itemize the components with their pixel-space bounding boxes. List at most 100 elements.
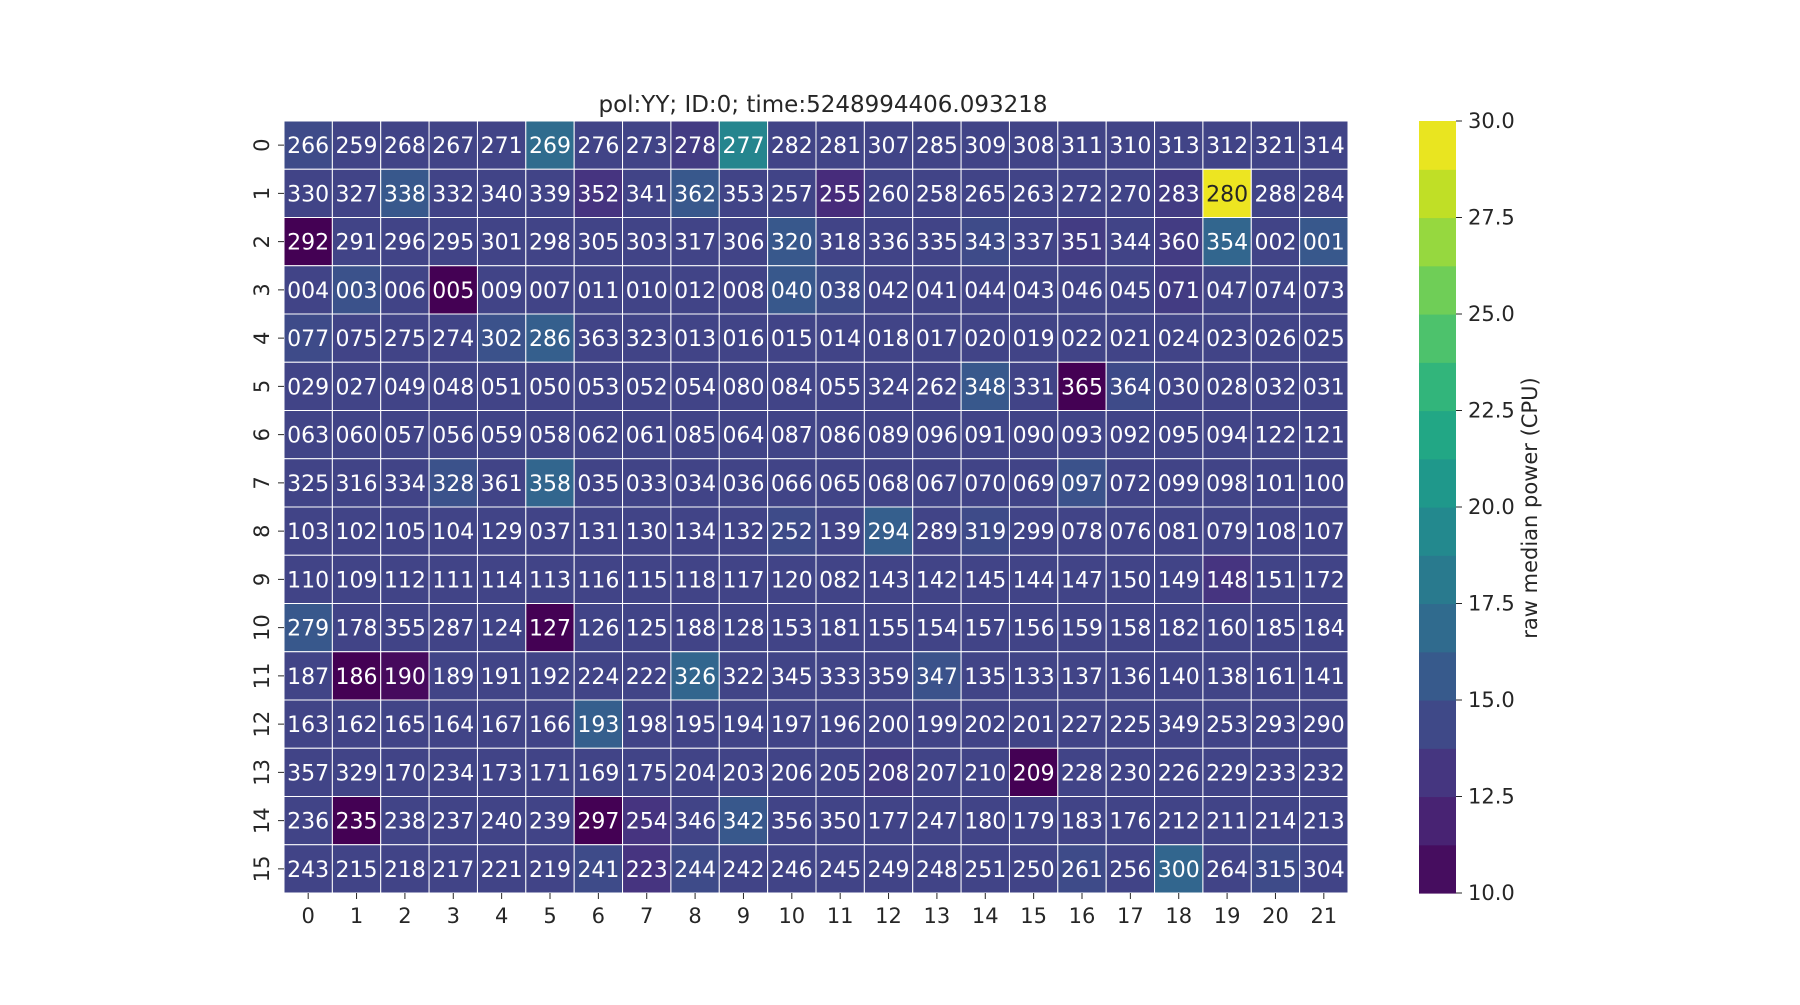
cell-label-r9-c10: 120 bbox=[771, 568, 813, 593]
cell-label-r9-c3: 111 bbox=[432, 568, 474, 593]
cell-label-r4-c21: 025 bbox=[1303, 327, 1345, 352]
heatmap-cell-r6-c16 bbox=[1057, 410, 1107, 460]
heatmap-cell-r2-c3 bbox=[428, 217, 478, 267]
cell-label-r3-c11: 038 bbox=[819, 279, 861, 304]
cell-label-r8-c14: 319 bbox=[964, 520, 1006, 545]
colorbar-tick-label-7: 27.5 bbox=[1468, 206, 1515, 230]
heatmap-cell-r14-c21 bbox=[1299, 796, 1349, 846]
cell-label-r4-c7: 323 bbox=[626, 327, 668, 352]
heatmap-cell-r0-c1 bbox=[331, 120, 382, 170]
cell-label-r1-c5: 339 bbox=[529, 182, 571, 207]
cell-label-r15-c13: 248 bbox=[916, 858, 958, 883]
cell-label-r11-c15: 133 bbox=[1013, 665, 1055, 690]
colorbar-tick-label-8: 30.0 bbox=[1468, 109, 1515, 133]
cell-label-r9-c11: 082 bbox=[819, 568, 861, 593]
cell-label-r14-c21: 213 bbox=[1303, 810, 1345, 835]
cell-label-r8-c17: 076 bbox=[1109, 520, 1151, 545]
cell-label-r0-c10: 282 bbox=[771, 134, 813, 159]
colorbar-segment-5 bbox=[1419, 603, 1456, 653]
heatmap-cell-r11-c16 bbox=[1057, 651, 1107, 701]
heatmap-cell-r5-c10 bbox=[767, 361, 817, 411]
heatmap-cell-r7-c11 bbox=[815, 458, 865, 508]
colorbar-segment-0 bbox=[1419, 844, 1456, 894]
cell-label-r10-c11: 181 bbox=[819, 617, 861, 642]
heatmap-cell-r14-c19 bbox=[1202, 796, 1252, 846]
heatmap-cell-r14-c6 bbox=[573, 796, 624, 846]
cell-label-r10-c17: 158 bbox=[1109, 617, 1151, 642]
cell-label-r4-c11: 014 bbox=[819, 327, 861, 352]
colorbar-segment-1 bbox=[1419, 796, 1456, 846]
cell-label-r8-c12: 294 bbox=[868, 520, 910, 545]
y-tick-label-15: 15 bbox=[250, 856, 274, 883]
y-tick-label-1: 1 bbox=[250, 187, 274, 200]
colorbar-segment-10 bbox=[1419, 362, 1456, 412]
cell-label-r12-c1: 162 bbox=[336, 713, 378, 738]
cell-label-r14-c20: 214 bbox=[1254, 810, 1296, 835]
heatmap-cell-r12-c7 bbox=[622, 699, 672, 749]
heatmap-cell-r6-c1 bbox=[331, 410, 382, 460]
cell-label-r6-c16: 093 bbox=[1061, 424, 1103, 449]
y-tick-label-0: 0 bbox=[250, 138, 274, 151]
cell-label-r3-c17: 045 bbox=[1109, 279, 1151, 304]
heatmap-cell-r9-c0 bbox=[283, 554, 333, 604]
cell-label-r13-c10: 206 bbox=[771, 761, 813, 786]
x-tick-label-11: 11 bbox=[827, 904, 854, 928]
cell-label-r8-c8: 134 bbox=[674, 520, 716, 545]
cell-label-r12-c14: 202 bbox=[964, 713, 1006, 738]
heatmap-cell-r11-c20 bbox=[1250, 651, 1301, 701]
cell-label-r12-c4: 167 bbox=[481, 713, 523, 738]
cell-label-r1-c2: 338 bbox=[384, 182, 426, 207]
cell-label-r2-c17: 344 bbox=[1109, 231, 1151, 256]
cell-label-r15-c19: 264 bbox=[1206, 858, 1248, 883]
cell-label-r10-c16: 159 bbox=[1061, 617, 1103, 642]
y-tick-label-10: 10 bbox=[250, 614, 274, 641]
cell-label-r7-c7: 033 bbox=[626, 472, 668, 497]
cell-label-r5-c18: 030 bbox=[1158, 375, 1200, 400]
cell-label-r1-c10: 257 bbox=[771, 182, 813, 207]
cell-label-r13-c18: 226 bbox=[1158, 761, 1200, 786]
cell-label-r2-c10: 320 bbox=[771, 231, 813, 256]
x-tick-label-16: 16 bbox=[1069, 904, 1096, 928]
cell-label-r11-c10: 345 bbox=[771, 665, 813, 690]
heatmap-cell-r8-c14 bbox=[960, 506, 1010, 556]
x-tick-label-21: 21 bbox=[1310, 904, 1337, 928]
colorbar-tick-label-4: 20.0 bbox=[1468, 495, 1515, 519]
cell-label-r2-c2: 296 bbox=[384, 231, 426, 256]
cell-label-r0-c14: 309 bbox=[964, 134, 1006, 159]
cell-label-r3-c9: 008 bbox=[722, 279, 764, 304]
cell-label-r11-c20: 161 bbox=[1254, 665, 1296, 690]
heatmap-cell-r15-c3 bbox=[428, 844, 478, 894]
cell-label-r10-c7: 125 bbox=[626, 617, 668, 642]
heatmap-cell-r10-c15 bbox=[1008, 603, 1059, 653]
heatmap-cell-r0-c15 bbox=[1008, 120, 1059, 170]
heatmap-cell-r5-c2 bbox=[380, 361, 430, 411]
cell-label-r2-c20: 002 bbox=[1254, 231, 1296, 256]
heatmap-cell-r10-c14 bbox=[960, 603, 1010, 653]
heatmap-cell-r1-c17 bbox=[1105, 168, 1156, 218]
heatmap-cell-r10-c1 bbox=[331, 603, 382, 653]
cell-label-r15-c15: 250 bbox=[1013, 858, 1055, 883]
heatmap-cell-r8-c1 bbox=[331, 506, 382, 556]
cell-label-r13-c17: 230 bbox=[1109, 761, 1151, 786]
cell-label-r4-c15: 019 bbox=[1013, 327, 1055, 352]
cell-label-r9-c18: 149 bbox=[1158, 568, 1200, 593]
cell-label-r14-c15: 179 bbox=[1013, 810, 1055, 835]
cell-label-r12-c12: 200 bbox=[868, 713, 910, 738]
cell-label-r13-c19: 229 bbox=[1206, 761, 1248, 786]
y-tick-label-13: 13 bbox=[250, 759, 274, 786]
heatmap-cells bbox=[283, 120, 1349, 894]
cell-label-r10-c9: 128 bbox=[722, 617, 764, 642]
heatmap-cell-r12-c10 bbox=[767, 699, 817, 749]
heatmap-cell-r7-c13 bbox=[912, 458, 962, 508]
heatmap-cell-r10-c8 bbox=[670, 603, 720, 653]
cell-label-r1-c1: 327 bbox=[336, 182, 378, 207]
cell-label-r13-c14: 210 bbox=[964, 761, 1006, 786]
cell-label-r2-c21: 001 bbox=[1303, 231, 1345, 256]
heatmap-cell-r6-c19 bbox=[1202, 410, 1252, 460]
cell-label-r6-c17: 092 bbox=[1109, 424, 1151, 449]
cell-label-r7-c4: 361 bbox=[481, 472, 523, 497]
cell-label-r9-c15: 144 bbox=[1013, 568, 1055, 593]
heatmap-cell-r0-c21 bbox=[1299, 120, 1349, 170]
heatmap-cell-r4-c9 bbox=[718, 313, 769, 363]
